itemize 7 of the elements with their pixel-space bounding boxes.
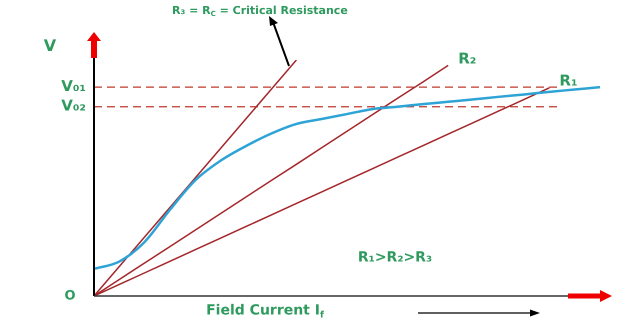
- ref-line-label: V₀₁: [61, 77, 86, 96]
- y-axis-title: V: [44, 36, 57, 56]
- ref-line-label: V₀₂: [61, 96, 86, 115]
- series-label: R₁: [559, 72, 578, 90]
- annotation: R₁>R₂>R₃: [358, 250, 432, 266]
- text: O: [64, 288, 76, 304]
- series-label: R₂: [458, 49, 476, 68]
